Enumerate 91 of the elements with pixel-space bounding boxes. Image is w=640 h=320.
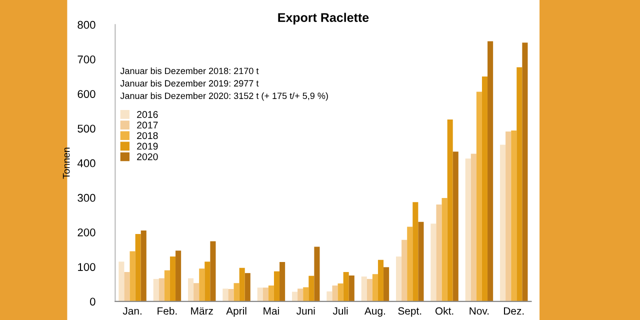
legend-label: 2016 [137,111,158,118]
bar [500,144,506,302]
x-tick-label: Feb. [158,306,177,315]
y-tick-label: 100 [78,263,96,271]
bar [292,292,298,302]
bar [170,256,176,302]
annotation: Januar bis Dezember 2020: 3152 t (+ 175 t/+ 5,9 %) [120,92,328,101]
y-tick-label: 300 [78,194,96,202]
x-tick-label: Jan. [122,307,142,315]
bar [303,287,309,302]
bar [280,262,286,302]
bar [194,283,200,302]
bar [436,204,442,302]
chart-title: Export Raclette [278,12,369,24]
bar [244,273,250,302]
bar [274,271,280,302]
x-tick-label: Juni [296,306,315,315]
bar [482,76,488,302]
annotation: Januar bis Dezember 2019: 2977 t [120,80,259,87]
bar [488,41,494,302]
y-tick-label: 800 [78,20,96,29]
legend-label: 2017 [137,122,158,129]
bar [176,250,182,302]
bar [511,130,517,302]
x-tick-label: Okt. [435,306,454,315]
bar [476,92,482,302]
x-tick-label: Juli [332,306,348,315]
bar [262,288,268,302]
bar [465,158,471,302]
bar [361,276,367,302]
y-tick-label: 200 [78,228,96,236]
legend-label: 2020 [137,153,158,160]
bar [222,288,228,302]
bar [124,272,130,302]
bar [234,283,240,302]
bar [372,274,378,302]
annotation: Januar bis Dezember 2018: 2170 t [120,67,259,74]
bar [268,286,274,302]
legend-label: 2018 [137,132,158,140]
bar [470,154,476,302]
bar [338,283,344,302]
x-tick-label: Aug. [364,307,385,317]
x-tick-label: März [191,307,213,315]
x-tick-label: Nov. [470,307,489,315]
x-tick-label: Dez. [504,307,524,315]
bar [239,268,245,302]
bar [348,275,354,302]
bar [430,224,436,302]
bar [378,260,384,302]
bar [153,278,159,302]
y-axis-title: Tonnen [62,148,70,179]
bar [506,132,512,302]
bar [396,256,402,302]
bar [516,67,522,302]
bar [308,276,314,302]
bar [402,240,408,302]
bar [140,230,146,302]
bar [343,272,349,302]
bar [447,119,453,302]
bar [332,286,338,302]
bar [135,234,141,302]
bar [257,288,263,302]
x-tick-label: April [226,306,246,317]
bar [158,278,164,302]
y-tick-label: 500 [78,124,96,133]
bar [210,241,216,302]
x-tick-label: Mai [264,306,279,315]
y-tick-label: 700 [78,56,96,64]
bar [418,222,424,302]
legend-label: 2019 [137,142,158,150]
y-tick-label: 0 [90,298,96,306]
bar [412,202,418,302]
bar [407,226,413,302]
bar [522,42,528,302]
bar [326,291,332,302]
bar [384,267,390,302]
bar [199,268,205,302]
bar [228,288,234,302]
bar [118,262,124,302]
bar [130,251,136,302]
bar [298,288,304,302]
bar [442,198,448,302]
bar [164,270,170,302]
x-tick-label: Sept. [398,307,422,317]
y-tick-label: 600 [78,90,96,98]
bar [452,152,458,302]
y-tick-label: 400 [77,159,96,168]
bar [188,278,194,302]
bar [366,278,372,302]
bar [204,262,210,302]
bar [314,246,320,302]
